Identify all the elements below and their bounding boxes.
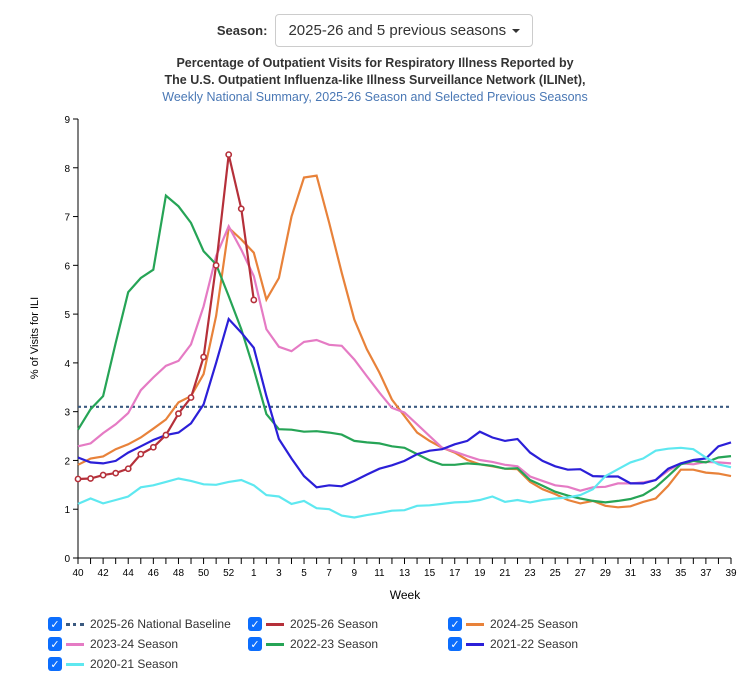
data-point: [250, 296, 258, 304]
data-point: [87, 475, 94, 482]
series-line-2021-22-season: [77, 316, 732, 489]
title-line-2: The U.S. Outpatient Influenza-like Illne…: [164, 73, 586, 87]
x-tick-label: 46: [148, 568, 160, 579]
x-tick-label: 33: [650, 568, 662, 579]
y-tick-label: 8: [64, 164, 70, 175]
x-tick-label: 29: [600, 568, 612, 579]
x-tick-label: 42: [98, 568, 110, 579]
data-point: [74, 475, 82, 483]
checkbox-checked-icon[interactable]: ✓: [248, 637, 262, 651]
y-tick-label: 9: [64, 115, 70, 126]
x-tick-label: 52: [223, 568, 235, 579]
x-tick-label: 48: [173, 568, 185, 579]
x-tick-label: 39: [725, 568, 737, 579]
y-tick-label: 6: [64, 261, 70, 272]
data-point: [187, 394, 195, 401]
legend-item[interactable]: ✓ 2020-21 Season: [48, 656, 248, 672]
x-tick-label: 27: [575, 568, 587, 579]
data-point: [212, 261, 220, 269]
checkbox-checked-icon[interactable]: ✓: [48, 657, 62, 671]
title-line-1: Percentage of Outpatient Visits for Resp…: [176, 56, 574, 70]
x-tick-label: 17: [449, 568, 461, 579]
x-tick-label: 44: [123, 568, 135, 579]
y-tick-label: 0: [64, 554, 70, 565]
series-line-2024-25-season: [77, 174, 732, 509]
legend-label: 2025-26 Season: [290, 617, 379, 631]
legend-swatch: [466, 642, 484, 646]
legend-label: 2021-22 Season: [490, 637, 579, 651]
x-tick-label: 1: [251, 568, 257, 579]
checkbox-checked-icon[interactable]: ✓: [48, 617, 62, 631]
y-axis-label: % of Visits for ILI: [29, 297, 41, 379]
data-point: [200, 353, 207, 361]
season-label: Season:: [216, 23, 268, 38]
x-tick-label: 19: [474, 568, 486, 579]
season-dropdown[interactable]: 2025-26 and 5 previous seasons: [275, 14, 534, 47]
season-selector-row: Season: 2025-26 and 5 previous seasons: [0, 14, 750, 47]
legend-item[interactable]: ✓ 2022-23 Season: [248, 636, 448, 652]
legend-item[interactable]: ✓ 2024-25 Season: [448, 616, 608, 632]
x-tick-label: 7: [326, 568, 332, 579]
season-dropdown-value: 2025-26 and 5 previous seasons: [288, 22, 507, 39]
legend-item[interactable]: ✓ 2023-24 Season: [48, 636, 248, 652]
y-tick-label: 5: [64, 310, 70, 321]
title-line-3: Weekly National Summary, 2025-26 Season …: [162, 90, 588, 104]
y-tick-label: 3: [64, 408, 70, 419]
data-point: [137, 450, 145, 458]
x-tick-label: 21: [499, 568, 511, 579]
legend-swatch: [66, 622, 84, 626]
legend-label: 2024-25 Season: [490, 617, 579, 631]
legend: ✓ 2025-26 National Baseline ✓ 2025-26 Seaso…: [48, 616, 608, 672]
x-tick-label: 15: [424, 568, 436, 579]
legend-swatch: [266, 622, 284, 626]
legend-swatch: [66, 642, 84, 646]
legend-label: 2020-21 Season: [90, 657, 179, 671]
legend-label: 2025-26 National Baseline: [90, 617, 231, 631]
y-tick-label: 2: [64, 456, 70, 467]
data-point: [124, 465, 132, 473]
data-point: [99, 471, 107, 479]
series-line-2020-21-season: [77, 446, 732, 519]
checkbox-checked-icon[interactable]: ✓: [448, 617, 462, 631]
x-tick-label: 13: [399, 568, 411, 579]
x-tick-label: 9: [351, 568, 357, 579]
y-tick-label: 1: [64, 505, 70, 516]
series-line-2023-24-season: [77, 223, 732, 492]
legend-swatch: [66, 662, 84, 666]
x-axis-label: Week: [390, 588, 421, 602]
legend-label: 2023-24 Season: [90, 637, 179, 651]
checkbox-checked-icon[interactable]: ✓: [48, 637, 62, 651]
x-tick-label: 23: [525, 568, 537, 579]
x-tick-label: 3: [276, 568, 282, 579]
data-point: [175, 410, 182, 418]
x-tick-label: 25: [550, 568, 562, 579]
x-tick-label: 11: [374, 568, 385, 579]
data-point: [162, 431, 170, 439]
chart-title: Percentage of Outpatient Visits for Resp…: [0, 55, 750, 106]
legend-item[interactable]: ✓ 2025-26 National Baseline: [48, 616, 248, 632]
legend-swatch: [466, 622, 484, 626]
checkbox-checked-icon[interactable]: ✓: [248, 617, 262, 631]
legend-label: 2022-23 Season: [290, 637, 379, 651]
caret-down-icon: [512, 28, 521, 33]
x-tick-label: 5: [301, 568, 307, 579]
x-tick-label: 50: [198, 568, 210, 579]
x-tick-label: 40: [72, 568, 84, 579]
data-point: [237, 205, 245, 213]
data-point: [225, 151, 233, 159]
y-tick-label: 7: [64, 213, 70, 224]
data-point: [149, 443, 157, 451]
checkbox-checked-icon[interactable]: ✓: [448, 637, 462, 651]
y-tick-label: 4: [64, 359, 70, 370]
data-point: [112, 469, 120, 477]
series-line-2025-26-season: [77, 154, 255, 481]
x-tick-label: 37: [700, 568, 712, 579]
x-tick-label: 35: [675, 568, 687, 579]
legend-item[interactable]: ✓ 2021-22 Season: [448, 636, 608, 652]
legend-swatch: [266, 642, 284, 646]
series-line-2022-23-season: [77, 193, 732, 504]
legend-item[interactable]: ✓ 2025-26 Season: [248, 616, 448, 632]
x-tick-label: 31: [625, 568, 637, 579]
